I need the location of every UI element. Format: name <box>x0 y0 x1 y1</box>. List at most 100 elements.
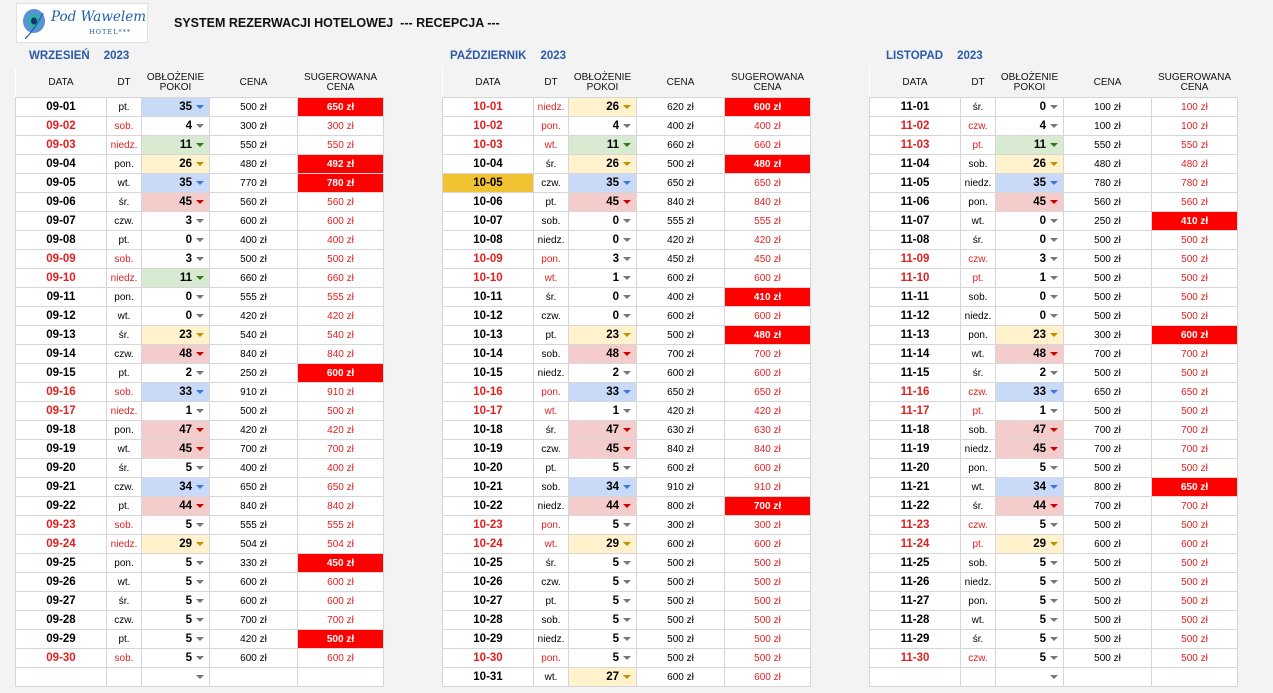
date-cell[interactable]: 10-02 <box>442 116 534 136</box>
suggested-price-cell[interactable]: 450 zł <box>297 553 384 573</box>
price-cell[interactable]: 300 zł <box>1063 325 1152 345</box>
occupancy-dropdown[interactable]: 29 <box>568 534 637 554</box>
date-cell[interactable]: 10-11 <box>442 287 534 307</box>
day-of-week-cell[interactable]: pt. <box>960 268 996 288</box>
suggested-price-cell[interactable]: 780 zł <box>297 173 384 193</box>
date-cell[interactable]: 10-07 <box>442 211 534 231</box>
suggested-price-cell[interactable]: 600 zł <box>724 363 811 383</box>
suggested-price-cell[interactable]: 500 zł <box>297 629 384 649</box>
day-of-week-cell[interactable]: śr. <box>960 230 996 250</box>
occupancy-dropdown[interactable]: 5 <box>995 648 1064 668</box>
date-cell[interactable]: 10-28 <box>442 610 534 630</box>
day-of-week-cell[interactable]: pt. <box>960 401 996 421</box>
occupancy-dropdown[interactable]: 29 <box>995 534 1064 554</box>
occupancy-dropdown[interactable]: 1 <box>568 268 637 288</box>
date-cell[interactable]: 11-15 <box>869 363 961 383</box>
occupancy-dropdown[interactable]: 34 <box>141 477 210 497</box>
occupancy-dropdown[interactable]: 48 <box>995 344 1064 364</box>
day-of-week-cell[interactable]: pt. <box>106 363 142 383</box>
suggested-price-cell[interactable]: 555 zł <box>297 287 384 307</box>
occupancy-dropdown[interactable]: 0 <box>995 211 1064 231</box>
date-cell[interactable]: 09-19 <box>15 439 107 459</box>
dropdown-arrow-icon[interactable] <box>623 523 631 527</box>
price-cell[interactable]: 700 zł <box>636 344 725 364</box>
suggested-price-cell[interactable]: 500 zł <box>724 572 811 592</box>
dropdown-arrow-icon[interactable] <box>196 504 204 508</box>
occupancy-dropdown[interactable]: 5 <box>141 629 210 649</box>
suggested-price-cell[interactable]: 600 zł <box>724 268 811 288</box>
date-cell[interactable]: 11-14 <box>869 344 961 364</box>
price-cell[interactable]: 840 zł <box>636 192 725 212</box>
occupancy-dropdown[interactable]: 3 <box>568 249 637 269</box>
occupancy-dropdown[interactable]: 26 <box>141 154 210 174</box>
price-cell[interactable]: 700 zł <box>1063 496 1152 516</box>
day-of-week-cell[interactable]: czw. <box>106 344 142 364</box>
suggested-price-cell[interactable]: 600 zł <box>724 534 811 554</box>
price-cell[interactable]: 330 zł <box>209 553 298 573</box>
occupancy-dropdown[interactable]: 5 <box>995 629 1064 649</box>
price-cell[interactable]: 840 zł <box>209 344 298 364</box>
occupancy-dropdown[interactable]: 4 <box>568 116 637 136</box>
day-of-week-cell[interactable]: niedz. <box>533 230 569 250</box>
price-cell[interactable]: 400 zł <box>636 287 725 307</box>
date-cell[interactable]: 11-21 <box>869 477 961 497</box>
date-cell[interactable]: 11-01 <box>869 97 961 117</box>
occupancy-dropdown[interactable]: 3 <box>141 249 210 269</box>
day-of-week-cell[interactable]: czw. <box>533 173 569 193</box>
date-cell[interactable]: 11-07 <box>869 211 961 231</box>
dropdown-arrow-icon[interactable] <box>623 428 631 432</box>
dropdown-arrow-icon[interactable] <box>1050 181 1058 185</box>
occupancy-dropdown[interactable] <box>141 667 210 687</box>
occupancy-dropdown[interactable]: 5 <box>568 572 637 592</box>
price-cell[interactable]: 600 zł <box>209 211 298 231</box>
dropdown-arrow-icon[interactable] <box>623 580 631 584</box>
occupancy-dropdown[interactable]: 3 <box>141 211 210 231</box>
occupancy-dropdown[interactable]: 5 <box>568 648 637 668</box>
occupancy-dropdown[interactable]: 11 <box>141 268 210 288</box>
dropdown-arrow-icon[interactable] <box>623 238 631 242</box>
suggested-price-cell[interactable]: 420 zł <box>297 420 384 440</box>
day-of-week-cell[interactable]: czw. <box>533 572 569 592</box>
date-cell[interactable]: 11-08 <box>869 230 961 250</box>
day-of-week-cell[interactable]: czw. <box>106 211 142 231</box>
day-of-week-cell[interactable]: wt. <box>106 306 142 326</box>
occupancy-dropdown[interactable]: 45 <box>995 439 1064 459</box>
occupancy-dropdown[interactable]: 2 <box>568 363 637 383</box>
price-cell[interactable]: 600 zł <box>209 648 298 668</box>
day-of-week-cell[interactable]: wt. <box>106 439 142 459</box>
date-cell[interactable]: 09-11 <box>15 287 107 307</box>
dropdown-arrow-icon[interactable] <box>1050 618 1058 622</box>
date-cell[interactable]: 10-10 <box>442 268 534 288</box>
suggested-price-cell[interactable]: 600 zł <box>297 572 384 592</box>
day-of-week-cell[interactable] <box>106 667 142 687</box>
day-of-week-cell[interactable]: sob. <box>533 344 569 364</box>
date-cell[interactable]: 11-04 <box>869 154 961 174</box>
date-cell[interactable]: 10-13 <box>442 325 534 345</box>
price-cell[interactable]: 600 zł <box>209 572 298 592</box>
day-of-week-cell[interactable]: wt. <box>533 401 569 421</box>
price-cell[interactable]: 600 zł <box>209 591 298 611</box>
suggested-price-cell[interactable]: 650 zł <box>724 382 811 402</box>
occupancy-dropdown[interactable]: 5 <box>995 610 1064 630</box>
occupancy-dropdown[interactable]: 35 <box>141 97 210 117</box>
suggested-price-cell[interactable]: 500 zł <box>1151 610 1238 630</box>
suggested-price-cell[interactable]: 650 zł <box>1151 477 1238 497</box>
dropdown-arrow-icon[interactable] <box>1050 542 1058 546</box>
day-of-week-cell[interactable]: wt. <box>533 667 569 687</box>
day-of-week-cell[interactable]: pon. <box>106 287 142 307</box>
price-cell[interactable]: 500 zł <box>1063 629 1152 649</box>
date-cell[interactable]: 10-23 <box>442 515 534 535</box>
suggested-price-cell[interactable]: 500 zł <box>1151 306 1238 326</box>
price-cell[interactable]: 700 zł <box>1063 344 1152 364</box>
dropdown-arrow-icon[interactable] <box>196 580 204 584</box>
price-cell[interactable]: 650 zł <box>1063 382 1152 402</box>
dropdown-arrow-icon[interactable] <box>623 409 631 413</box>
day-of-week-cell[interactable]: czw. <box>960 116 996 136</box>
suggested-price-cell[interactable]: 500 zł <box>1151 553 1238 573</box>
occupancy-dropdown[interactable]: 5 <box>141 515 210 535</box>
date-cell[interactable]: 09-26 <box>15 572 107 592</box>
day-of-week-cell[interactable]: pon. <box>533 116 569 136</box>
price-cell[interactable]: 660 zł <box>209 268 298 288</box>
price-cell[interactable]: 500 zł <box>1063 515 1152 535</box>
price-cell[interactable]: 600 zł <box>636 268 725 288</box>
